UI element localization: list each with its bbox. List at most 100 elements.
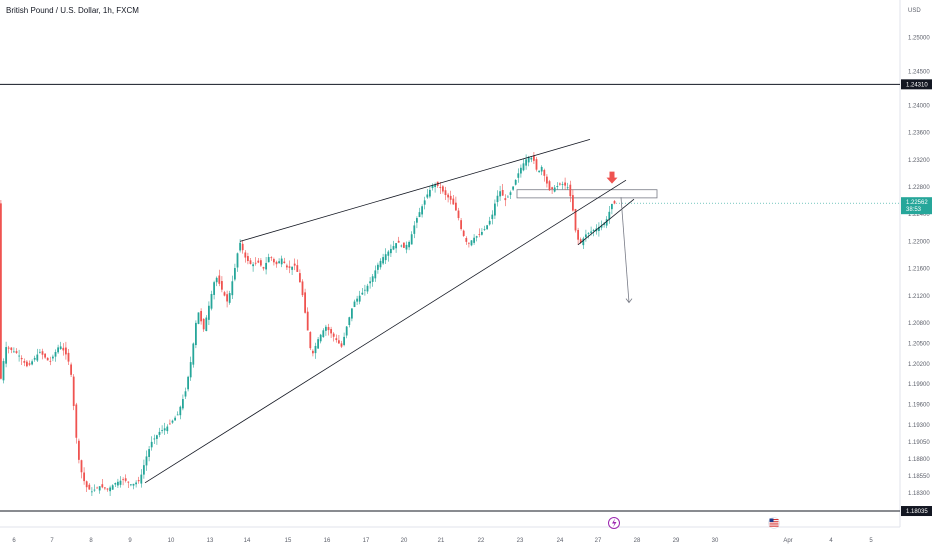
candle-body	[410, 234, 413, 245]
candle-body	[421, 206, 423, 215]
candle-body	[106, 488, 109, 490]
candle-body	[496, 195, 499, 203]
candle-body	[20, 357, 23, 360]
candle-body	[577, 229, 579, 240]
candle-body	[210, 293, 213, 309]
candle-body	[46, 357, 49, 361]
candle-body	[252, 264, 254, 267]
candle-body	[343, 336, 345, 345]
candle-body	[517, 173, 520, 178]
candle-body	[309, 332, 312, 349]
candle-body	[218, 275, 221, 284]
candle-body	[163, 428, 166, 431]
candle-body	[150, 441, 153, 448]
candle-body	[374, 270, 377, 279]
candle-body	[192, 343, 195, 365]
resistance-zone	[516, 189, 658, 199]
candle-body	[31, 361, 33, 365]
candle-body	[265, 262, 267, 270]
candle-body	[507, 196, 509, 198]
us-flag-icon[interactable]	[768, 517, 780, 529]
candle-body	[356, 298, 358, 302]
time-tick-label: 23	[517, 538, 524, 544]
candle-body	[104, 487, 106, 489]
candle-body	[197, 312, 200, 324]
candle-body	[327, 327, 330, 331]
candle-body	[585, 234, 587, 238]
time-tick-label: 29	[673, 538, 680, 544]
upper-trendline	[239, 139, 591, 242]
candle-body	[408, 241, 410, 248]
candle-body	[475, 236, 478, 238]
candle-body	[444, 190, 447, 196]
candle-body	[304, 292, 306, 313]
candle-body	[78, 440, 80, 460]
candle-body	[509, 192, 512, 195]
candle-body	[605, 219, 608, 226]
candle-body	[382, 257, 384, 264]
candle-body	[429, 189, 431, 197]
lightning-icon[interactable]	[608, 517, 620, 529]
candle-body	[174, 417, 176, 421]
candle-body	[278, 261, 280, 264]
candle-body	[473, 237, 475, 243]
candle-body	[119, 480, 122, 485]
candle-body	[137, 480, 140, 482]
candle-body	[377, 264, 379, 270]
candle-body	[130, 484, 132, 486]
candle-body	[286, 265, 288, 268]
candle-body	[2, 361, 5, 381]
candle-body	[270, 257, 273, 259]
candle-body	[241, 243, 244, 251]
price-tick-label: 1.24500	[908, 69, 930, 75]
horizontal-level-label: 1.24310	[906, 82, 928, 88]
candle-body	[200, 310, 202, 322]
time-tick-label: 21	[438, 538, 445, 544]
time-tick-label: Apr	[783, 538, 792, 544]
candle-body	[124, 478, 127, 481]
price-tick-label: 1.23200	[908, 158, 930, 164]
candle-body	[148, 449, 150, 457]
candle-body	[455, 202, 457, 211]
candle-body	[332, 333, 335, 337]
candle-body	[239, 242, 241, 251]
candle-body	[314, 345, 317, 354]
candle-body	[7, 347, 10, 349]
candle-body	[569, 184, 572, 197]
candle-body	[75, 404, 78, 438]
candle-body	[481, 231, 483, 235]
candle-body	[166, 426, 169, 432]
candle-body	[369, 281, 371, 284]
candle-body	[483, 229, 486, 230]
current-price-label: 1.22562	[906, 200, 928, 206]
candle-body	[28, 363, 31, 365]
candles	[0, 151, 616, 497]
candle-body	[0, 203, 2, 379]
lower-trendline	[144, 179, 627, 484]
candle-body	[543, 169, 546, 176]
candle-body	[54, 352, 57, 357]
candle-body	[231, 281, 234, 296]
candle-body	[449, 195, 452, 200]
horizontal-level-tag	[901, 79, 932, 90]
price-tick-label: 1.18300	[908, 491, 930, 497]
time-tick-label: 6	[12, 538, 16, 544]
candle-body	[548, 181, 551, 191]
candle-body	[538, 170, 540, 172]
candle-body	[312, 350, 314, 354]
candle-body	[96, 487, 98, 489]
candle-body	[44, 353, 46, 358]
candle-body	[465, 237, 468, 242]
candle-body	[213, 282, 215, 295]
price-tick-label: 1.22000	[908, 239, 930, 245]
candle-body	[33, 357, 36, 360]
price-tick-label: 1.23600	[908, 131, 930, 137]
candle-body	[288, 266, 291, 268]
candle-body	[335, 338, 338, 341]
time-tick-label: 17	[363, 538, 370, 544]
candle-body	[18, 355, 20, 357]
candle-body	[5, 347, 7, 364]
candle-body	[553, 187, 556, 192]
candle-body	[299, 273, 301, 283]
